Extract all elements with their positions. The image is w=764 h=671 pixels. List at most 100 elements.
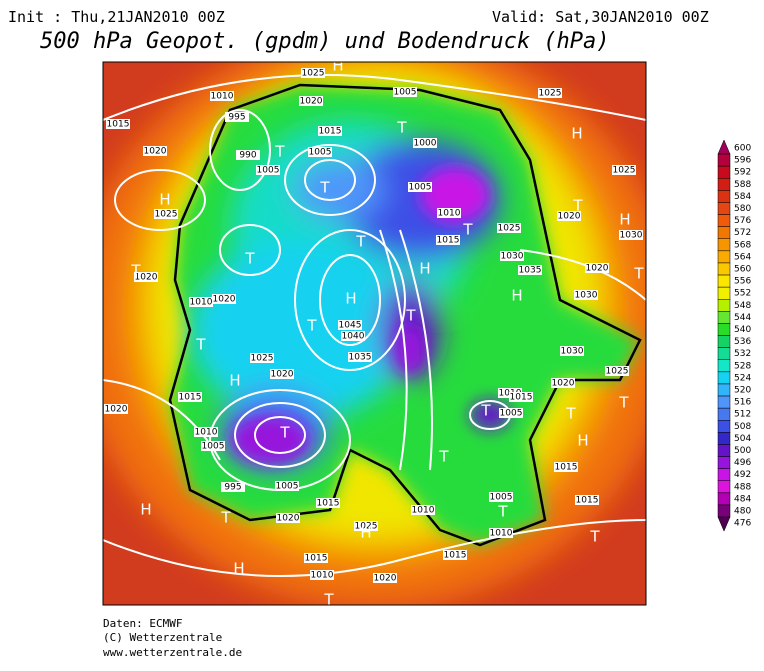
pressure-center: H	[360, 524, 371, 542]
isobar-label: 1015	[510, 393, 533, 403]
colorbar-cell	[717, 323, 731, 336]
isobar-label-box	[393, 87, 417, 97]
colorbar-cell	[717, 359, 731, 373]
pressure-center: H	[511, 287, 522, 305]
colorbar-label: 568	[734, 240, 751, 250]
isobar-label-box	[318, 126, 342, 136]
isobar-label: 1000	[414, 139, 437, 149]
isobar-label-box	[106, 119, 130, 129]
colorbar-label: 548	[734, 301, 751, 311]
isobar-label-box	[256, 165, 280, 175]
colorbar-label: 492	[734, 470, 751, 480]
colorbar-label: 496	[734, 458, 751, 468]
isobar-label-box	[500, 251, 524, 261]
isobar-label: 1005	[309, 148, 332, 158]
isobar-label: 1030	[575, 291, 598, 301]
colorbar-cell	[717, 335, 731, 348]
isobar-label: 1030	[501, 252, 524, 262]
isobar-label-box	[341, 331, 365, 341]
isobar-label-box	[408, 182, 432, 192]
colorbar-cell	[717, 178, 731, 191]
pressure-center: T	[244, 250, 255, 268]
colorbar-label: 580	[734, 204, 751, 214]
colorbar-cell	[717, 311, 731, 324]
isobar-label: 1020	[277, 514, 300, 524]
pressure-center: T	[480, 402, 491, 420]
isobar-label: 1025	[355, 522, 378, 532]
pressure-center: H	[159, 191, 170, 209]
isobar-label: 1030	[620, 231, 643, 241]
colorbar-cell	[717, 214, 731, 227]
colorbar-cell	[717, 371, 731, 385]
pressure-center: H	[345, 290, 356, 308]
colorbar-label: 592	[734, 168, 751, 178]
isobar-label: 1020	[135, 273, 158, 283]
isobar-label-box	[210, 91, 234, 101]
isobar-label-box	[189, 297, 213, 307]
map-title: 500 hPa Geopot. (gpdm) und Bodendruck (h…	[40, 29, 610, 54]
colorbar-cell	[717, 286, 731, 300]
isobar-label-box	[348, 352, 372, 362]
pressure-center: T	[396, 119, 407, 137]
pressure-center: H	[332, 57, 343, 75]
isobar-label-box	[275, 481, 299, 491]
colorbar-label: 516	[734, 398, 751, 408]
pressure-center: H	[140, 501, 151, 519]
isobar-label: 1035	[519, 266, 542, 276]
isobar-label-box	[299, 96, 323, 106]
isobar-label-box	[612, 165, 636, 175]
colorbar-cell	[717, 456, 731, 469]
isobar-label-box	[518, 265, 542, 275]
isobar-label: 1020	[558, 212, 581, 222]
isobar-label-box	[436, 235, 460, 245]
isobar-label: 1015	[317, 499, 340, 509]
isobar-label: 995	[224, 483, 241, 493]
pressure-center: T	[279, 424, 290, 442]
colorbar-cell	[717, 347, 731, 360]
colorbar-label: 476	[734, 519, 751, 529]
colorbar-label: 564	[734, 252, 751, 262]
pressure-center: H	[577, 432, 588, 450]
colorbar-label: 596	[734, 156, 751, 166]
isobar-label: 1015	[319, 127, 342, 137]
isobar-label-box	[413, 138, 437, 148]
isobar-label-box	[221, 482, 245, 492]
isobar-label-box	[411, 505, 435, 515]
pressure-center: T	[438, 448, 449, 466]
isobar-label: 1020	[552, 379, 575, 389]
colorbar-label: 488	[734, 482, 751, 492]
pressure-center: T	[589, 528, 600, 546]
colorbar-label: 600	[734, 144, 751, 154]
isobar-label-box	[310, 570, 334, 580]
pressure-center: T	[319, 179, 330, 197]
contour-552	[168, 83, 642, 547]
data-source: Daten: ECMWF	[103, 617, 182, 630]
map-field: 1025 1010 1020 1005 1015 995 1015 1020 1025 990 10…	[103, 57, 646, 605]
init-time: Init : Thu,21JAN2010 00Z	[8, 8, 225, 26]
colorbar-label: 484	[734, 494, 751, 504]
isobar-label: 1045	[339, 321, 362, 331]
isobar-label-box	[212, 294, 236, 304]
pressure-center: T	[565, 405, 576, 423]
isobar-label-box	[194, 427, 218, 437]
isobar-label: 1005	[394, 88, 417, 98]
isobar-label: 1015	[437, 236, 460, 246]
pressure-center: H	[619, 211, 630, 229]
colorbar-cell	[717, 407, 731, 421]
isobar-label: 1015	[555, 463, 578, 473]
colorbar-cell	[717, 480, 731, 494]
isobar-label: 1015	[107, 120, 130, 130]
colorbar-cell	[717, 238, 731, 252]
colorbar-cell	[717, 202, 731, 215]
valid-time: Valid: Sat,30JAN2010 00Z	[492, 8, 709, 26]
colorbar-label: 504	[734, 434, 751, 444]
pressure-center: T	[497, 503, 508, 521]
isobar-label: 1025	[498, 224, 521, 234]
isobar-label: 1005	[500, 409, 523, 419]
isobar-label: 990	[239, 151, 256, 161]
isobar-label: 1010	[412, 506, 435, 516]
colorbar-label: 572	[734, 228, 751, 238]
colorbar-label: 588	[734, 180, 751, 190]
colorbar-cell	[717, 504, 731, 518]
